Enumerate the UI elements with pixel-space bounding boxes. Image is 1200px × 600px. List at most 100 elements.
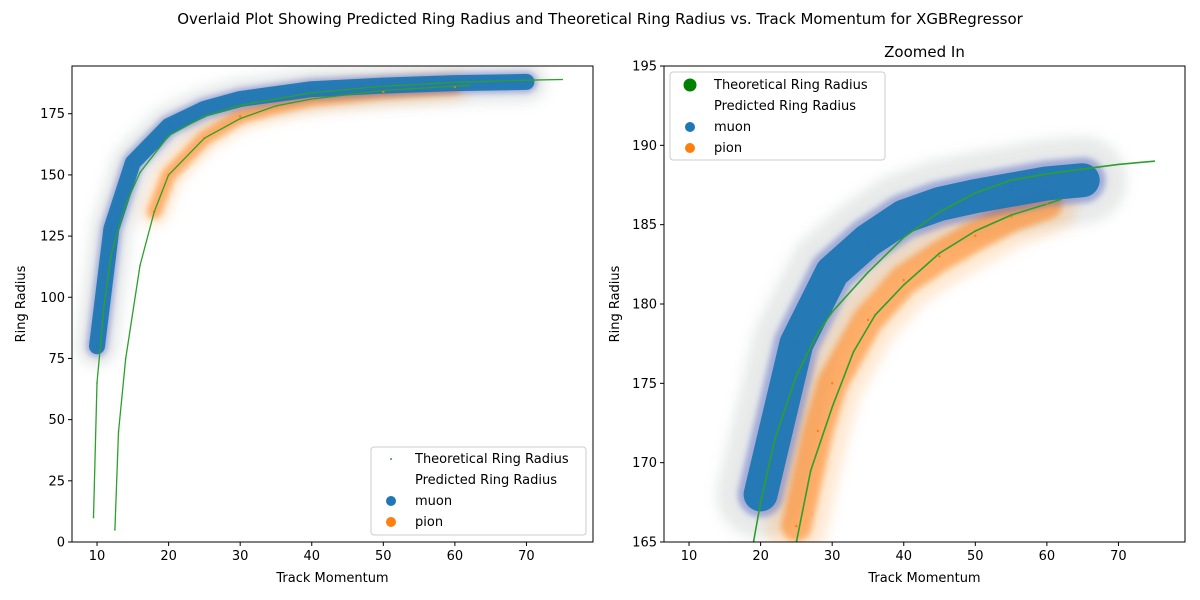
point-theoretical_pion [382,89,385,92]
y-tick-label: 75 [48,352,65,367]
y-tick-label: 175 [40,107,65,122]
point-predicted [902,279,905,282]
right-legend-label-muon: muon [714,120,751,135]
point-predicted [1081,179,1084,182]
right-x-ticks: 10 20 30 40 50 60 70 [681,542,1127,564]
y-tick-label: 195 [632,60,657,75]
left-y-ticks: 0 25 50 75 100 125 150 175 [40,107,72,551]
left-legend: Theoretical Ring Radius Predicted Ring R… [370,446,587,536]
point-theoretical_pion [874,314,876,316]
point-theoretical_muon [774,438,776,440]
point-predicted [938,255,941,258]
point-predicted [816,429,820,433]
right-legend: Theoretical Ring Radius Predicted Ring R… [669,71,886,161]
left-chart: 10 20 30 40 50 60 70 0 25 50 75 100 125 150 175 Track… [14,65,594,586]
x-tick-label: 60 [447,549,464,564]
point-theoretical_pion [124,357,127,360]
right-y-axis-label: Ring Radius [608,265,623,342]
point-predicted [902,215,905,218]
y-tick-label: 125 [40,230,65,245]
point-theoretical_pion [902,284,905,286]
y-tick-label: 25 [48,474,65,489]
point-theoretical_muon [310,92,313,94]
x-tick-label: 50 [375,549,392,564]
y-tick-label: 0 [57,536,65,551]
right-legend-marker-pion [685,143,695,153]
point-theoretical_pion [852,350,855,353]
point-predicted [1009,188,1013,191]
point-predicted [110,227,113,230]
right-y-ticks: 165 170 175 180 185 190 195 [632,60,664,551]
point-predicted [974,234,977,237]
point-theoretical_pion [153,210,156,213]
left-legend-marker-pion [386,517,396,527]
point-theoretical_pion [468,84,471,87]
left-x-ticks: 10 20 30 40 50 60 70 [89,542,535,564]
point-theoretical_muon [203,115,206,117]
point-theoretical_pion [1060,198,1062,201]
point-theoretical_muon [96,382,98,384]
right-x-axis-label: Track Momentum [867,571,980,586]
point-theoretical_pion [454,85,456,87]
x-tick-label: 30 [824,549,841,564]
point-theoretical_muon [1081,168,1084,170]
point-theoretical_muon [867,271,869,274]
right-legend-label-theoretical: Theoretical Ring Radius [713,78,868,93]
point-theoretical_pion [139,264,141,267]
point-predicted [382,90,385,93]
y-tick-label: 165 [632,536,657,551]
theoretical-muon-curve [92,78,563,519]
right-chart-title: Zoomed In [884,43,965,61]
point-theoretical_pion [1010,214,1012,216]
point-theoretical_muon [454,81,456,84]
point-predicted [239,97,242,101]
point-theoretical_pion [938,252,941,254]
point-predicted [938,202,941,206]
point-predicted [1045,182,1049,185]
figure-title: Overlaid Plot Showing Predicted Ring Rad… [177,10,1023,28]
point-predicted [131,161,134,164]
right-data-layer [716,136,1155,542]
point-theoretical_muon [1153,160,1155,162]
point-theoretical_muon [1046,173,1048,175]
point-predicted [974,194,977,198]
left-x-axis-label: Track Momentum [275,571,388,586]
x-tick-label: 10 [681,549,698,564]
point-predicted [310,88,313,91]
left-legend-box [370,446,587,536]
point-theoretical_pion [275,105,277,107]
x-tick-label: 10 [89,549,106,564]
left-legend-label-predicted: Predicted Ring Radius [415,473,557,488]
y-tick-label: 175 [632,377,657,392]
point-predicted [167,124,170,128]
left-legend-marker-theoretical [390,458,392,460]
x-tick-label: 40 [303,549,320,564]
point-theoretical_muon [938,211,941,213]
point-theoretical_pion [114,529,116,531]
point-theoretical_muon [759,501,762,504]
left-legend-label-pion: pion [415,515,443,530]
point-theoretical_pion [203,137,206,139]
point-predicted [759,493,762,496]
point-theoretical_muon [902,236,905,239]
muon-band [743,163,1100,512]
point-predicted [795,524,798,528]
left-legend-label-muon: muon [415,494,452,509]
y-tick-label: 185 [632,218,657,233]
point-theoretical_pion [1046,203,1048,205]
point-theoretical_muon [561,78,563,81]
point-predicted [203,107,206,111]
right-legend-label-predicted: Predicted Ring Radius [714,99,856,114]
y-tick-label: 100 [40,291,65,306]
right-legend-marker-theoretical [683,78,697,92]
point-predicted [831,382,834,385]
point-predicted [95,345,99,348]
point-theoretical_muon [124,203,127,206]
point-theoretical_muon [525,79,528,81]
point-theoretical_muon [974,192,977,194]
point-theoretical_muon [103,303,105,306]
right-legend-marker-muon [685,122,695,132]
x-tick-label: 70 [1110,549,1127,564]
y-tick-label: 180 [632,298,657,313]
